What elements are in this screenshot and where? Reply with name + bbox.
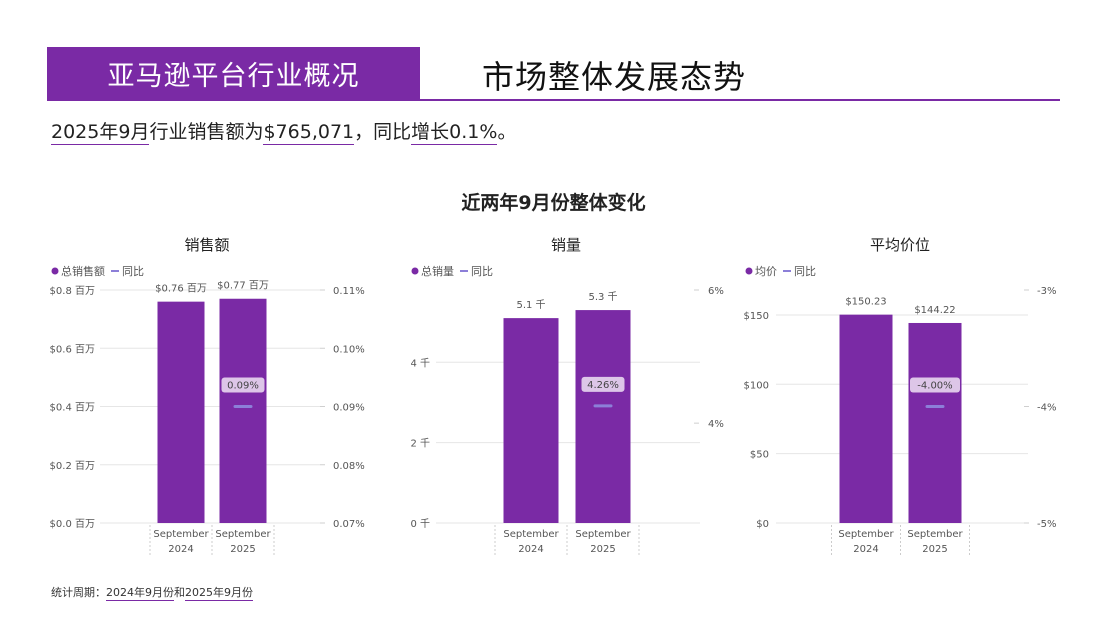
- category-label-line1: September: [503, 529, 559, 540]
- y2-tick-label: 0.10%: [333, 344, 365, 355]
- bar-data-label: 5.1 千: [516, 299, 545, 311]
- footnote-period-2: 2025年9月份: [185, 586, 253, 601]
- bar: [839, 314, 893, 523]
- legend-bar-marker: [745, 267, 753, 275]
- header-divider: [47, 99, 1060, 101]
- y-tick-label: $0.4 百万: [50, 402, 95, 414]
- yoy-data-label: 0.09%: [227, 381, 259, 392]
- y2-tick-label: 0.09%: [333, 403, 365, 414]
- category-label-line1: September: [215, 529, 271, 540]
- y2-tick-label: 4%: [708, 419, 724, 430]
- bar-data-label: $0.77 百万: [217, 280, 269, 292]
- legend-line-label: 同比: [794, 265, 816, 278]
- category-label-line2: 2024: [518, 544, 543, 555]
- y-tick-label: $0.2 百万: [50, 460, 95, 472]
- category-label-line2: 2025: [922, 544, 947, 555]
- yoy-label-bg: [910, 377, 960, 393]
- chart-title: 销量: [551, 236, 581, 254]
- category-label-line1: September: [153, 529, 209, 540]
- yoy-label-bg: [221, 377, 265, 393]
- y-tick-label: $0.8 百万: [50, 285, 95, 297]
- category-label-line1: September: [838, 529, 894, 540]
- legend-line-label: 同比: [471, 265, 493, 278]
- summary-text: 2025年9月行业销售额为$765,071，同比增长0.1%。: [51, 117, 517, 145]
- bar: [503, 318, 559, 523]
- summary-period: 2025年9月: [51, 121, 150, 145]
- bar-data-label: $0.76 百万: [155, 283, 207, 295]
- legend-bar-label: 均价: [755, 265, 777, 278]
- chart-title: 销售额: [184, 236, 229, 254]
- footnote-prefix: 统计周期：: [51, 586, 106, 599]
- category-label-line2: 2024: [168, 544, 193, 555]
- bar: [908, 322, 962, 523]
- summary-text-2: 行业销售额为: [149, 121, 264, 143]
- page-title: 市场整体发展态势: [482, 58, 747, 96]
- section-title: 近两年9月份整体变化: [0, 188, 1107, 215]
- y-tick-label: $100: [744, 380, 769, 391]
- summary-text-6: 。: [497, 121, 517, 143]
- y2-tick-label: -5%: [1037, 519, 1056, 530]
- legend-bar-label: 总销量: [421, 264, 454, 278]
- legend-bar-marker: [411, 267, 419, 275]
- yoy-label-bg: [581, 376, 625, 392]
- y2-tick-label: -3%: [1037, 286, 1056, 297]
- bar-data-label: $144.22: [914, 305, 955, 316]
- y-tick-label: $0.0 百万: [50, 518, 95, 530]
- y2-tick-label: 0.08%: [333, 461, 365, 472]
- y-tick-label: $0.6 百万: [50, 343, 95, 355]
- yoy-data-label: 4.26%: [587, 380, 619, 391]
- y2-tick-label: 6%: [708, 286, 724, 297]
- y-tick-label: $0: [756, 519, 769, 530]
- y-tick-label: 2 千: [410, 438, 430, 450]
- summary-growth: 增长0.1%: [411, 121, 498, 145]
- category-label-line2: 2025: [230, 544, 255, 555]
- legend-bar-marker: [51, 267, 59, 275]
- footnote: 统计周期：2024年9月份和2025年9月份: [51, 584, 253, 601]
- category-label-line1: September: [575, 529, 631, 540]
- bar-data-label: $150.23: [845, 297, 886, 308]
- footnote-period-1: 2024年9月份: [106, 586, 174, 601]
- chart-title: 平均价位: [870, 236, 930, 254]
- y-tick-label: $150: [744, 311, 769, 322]
- category-label-line2: 2025: [590, 544, 615, 555]
- section-title-text: 近两年9月份整体变化: [461, 192, 646, 214]
- category-label-line1: September: [907, 529, 963, 540]
- y2-tick-label: 0.07%: [333, 519, 365, 530]
- bar: [157, 301, 205, 523]
- legend-bar-label: 总销售额: [61, 264, 105, 278]
- footnote-mid: 和: [174, 586, 185, 599]
- y-tick-label: 0 千: [410, 518, 430, 530]
- category-label-line2: 2024: [853, 544, 878, 555]
- yoy-data-label: -4.00%: [917, 381, 952, 392]
- y2-tick-label: 0.11%: [333, 286, 365, 297]
- bar: [219, 298, 267, 523]
- legend-line-label: 同比: [122, 265, 144, 278]
- y2-tick-label: -4%: [1037, 403, 1056, 414]
- summary-text-4: ，同比: [354, 121, 412, 143]
- header-band-title: 亚马逊平台行业概况: [47, 47, 420, 100]
- y-tick-label: $50: [750, 450, 769, 461]
- bar: [575, 310, 631, 523]
- y-tick-label: 4 千: [410, 357, 430, 369]
- bar-data-label: 5.3 千: [588, 291, 617, 303]
- summary-sales-value: $765,071: [263, 121, 355, 145]
